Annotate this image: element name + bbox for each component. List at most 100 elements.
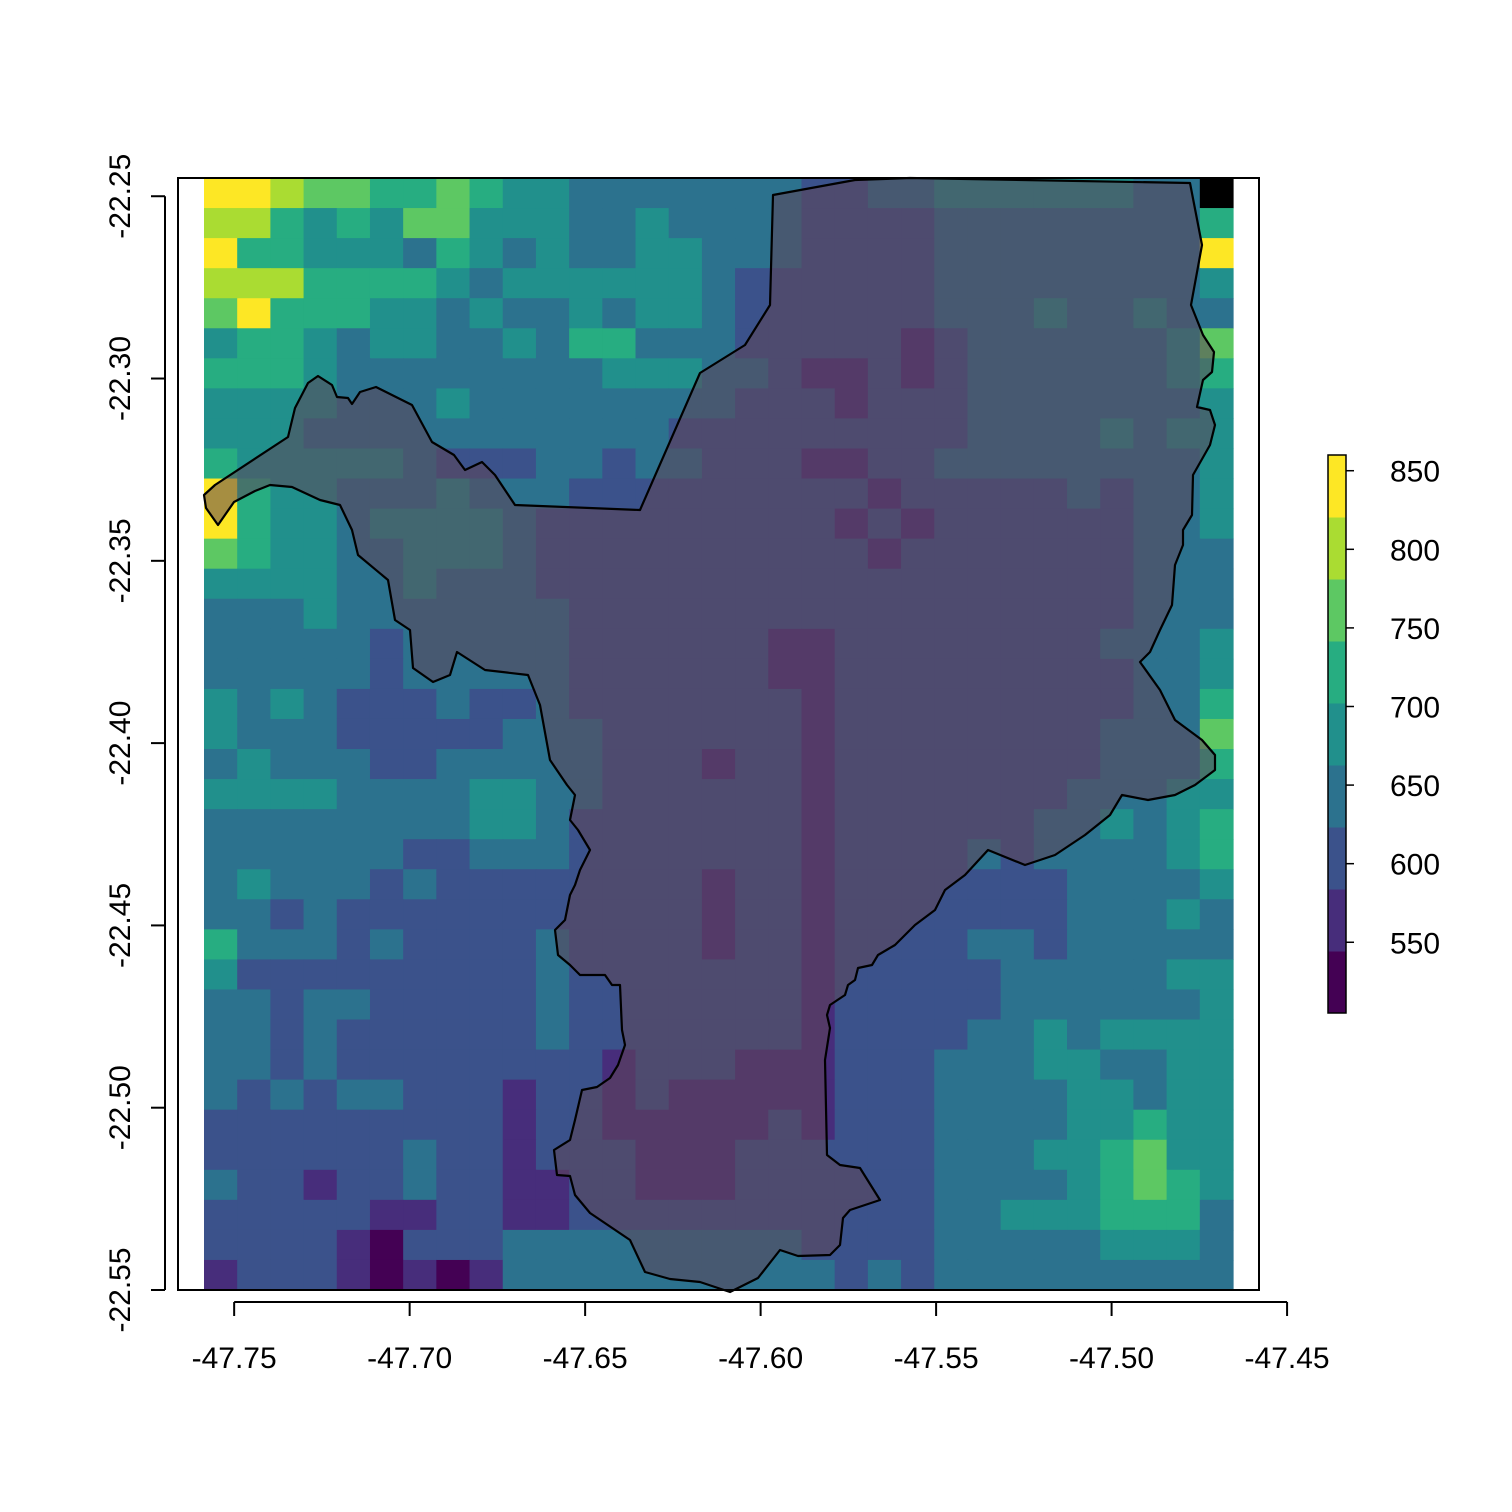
raster-cell <box>304 539 338 570</box>
raster-cell <box>602 448 636 479</box>
raster-cell <box>304 178 338 209</box>
raster-cell <box>436 1260 470 1291</box>
raster-cell <box>503 779 537 810</box>
raster-cell <box>304 869 338 900</box>
raster-cell <box>536 1260 570 1291</box>
raster-cell <box>370 899 404 930</box>
raster-cell <box>270 509 304 540</box>
raster-cell <box>934 1260 968 1291</box>
raster-cell <box>536 959 570 990</box>
raster-cell <box>237 749 271 780</box>
raster-cell <box>1100 869 1134 900</box>
x-tick-label: -47.65 <box>543 1342 628 1375</box>
raster-cell <box>304 208 338 239</box>
raster-cell <box>403 839 437 870</box>
raster-cell <box>270 1230 304 1261</box>
raster-cell <box>204 599 238 630</box>
raster-cell <box>370 989 404 1020</box>
raster-cell <box>204 659 238 690</box>
raster-cell <box>602 358 636 389</box>
raster-cell <box>403 208 437 239</box>
raster-cell <box>370 1080 404 1111</box>
raster-cell <box>304 629 338 660</box>
raster-cell <box>503 689 537 720</box>
raster-cell <box>735 208 769 239</box>
raster-cell <box>436 869 470 900</box>
raster-cell <box>337 358 371 389</box>
raster-cell <box>1001 1200 1035 1231</box>
raster-cell <box>967 959 1001 990</box>
raster-cell <box>1133 959 1167 990</box>
raster-cell <box>967 869 1001 900</box>
raster-cell <box>270 268 304 299</box>
raster-cell <box>436 899 470 930</box>
raster-cell <box>1200 689 1234 720</box>
raster-cell <box>270 238 304 269</box>
raster-cell <box>1067 1020 1101 1051</box>
raster-cell <box>1200 779 1234 810</box>
raster-cell <box>403 929 437 960</box>
raster-cell <box>237 539 271 570</box>
raster-cell <box>436 719 470 750</box>
raster-cell <box>1034 1020 1068 1051</box>
raster-cell <box>470 1080 504 1111</box>
raster-cell <box>304 268 338 299</box>
raster-cell <box>569 238 603 269</box>
raster-cell <box>370 298 404 329</box>
raster-cell <box>1100 989 1134 1020</box>
raster-cell <box>967 1170 1001 1201</box>
raster-cell <box>503 418 537 449</box>
raster-cell <box>569 1020 603 1051</box>
raster-cell <box>1001 1050 1035 1081</box>
raster-cell <box>403 959 437 990</box>
raster-cell <box>1133 1230 1167 1261</box>
raster-cell <box>536 869 570 900</box>
raster-cell <box>1200 178 1234 209</box>
raster-cell <box>304 839 338 870</box>
raster-cell <box>868 1050 902 1081</box>
raster-cell <box>237 328 271 359</box>
raster-cell <box>503 1140 537 1171</box>
raster-cell <box>237 1050 271 1081</box>
raster-cell <box>204 869 238 900</box>
raster-cell <box>436 418 470 449</box>
x-tick-label: -47.50 <box>1069 1342 1154 1375</box>
raster-cell <box>270 1110 304 1141</box>
x-tick-label: -47.60 <box>718 1342 803 1375</box>
raster-cell <box>1100 839 1134 870</box>
raster-cell <box>403 809 437 840</box>
raster-cell <box>602 479 636 510</box>
raster-cell <box>403 779 437 810</box>
raster-cell <box>470 1020 504 1051</box>
raster-cell <box>370 959 404 990</box>
raster-cell <box>270 689 304 720</box>
raster-cell <box>569 358 603 389</box>
raster-cell <box>304 899 338 930</box>
raster-cell <box>569 418 603 449</box>
x-tick-label: -47.45 <box>1245 1342 1330 1375</box>
raster-cell <box>436 689 470 720</box>
raster-cell <box>1200 659 1234 690</box>
raster-cell <box>735 238 769 269</box>
raster-cell <box>1167 1260 1201 1291</box>
raster-cell <box>1067 1170 1101 1201</box>
raster-cell <box>370 328 404 359</box>
raster-cell <box>1200 1020 1234 1051</box>
raster-cell <box>237 989 271 1020</box>
raster-cell <box>636 358 670 389</box>
raster-cell <box>270 569 304 600</box>
raster-cell <box>1133 1260 1167 1291</box>
raster-cell <box>370 1200 404 1231</box>
raster-cell <box>934 1170 968 1201</box>
y-tick-label: -22.30 <box>104 336 137 421</box>
raster-cell <box>934 959 968 990</box>
raster-cell <box>470 328 504 359</box>
raster-cell <box>403 328 437 359</box>
raster-cell <box>337 298 371 329</box>
raster-cell <box>901 1110 935 1141</box>
raster-cell <box>270 298 304 329</box>
raster-cell <box>436 809 470 840</box>
x-axis: -47.75 -47.70 -47.65 -47.60 -47.55 -47.50 -47.… <box>192 1302 1330 1375</box>
x-tick-label: -47.70 <box>367 1342 452 1375</box>
raster-cell <box>403 1080 437 1111</box>
